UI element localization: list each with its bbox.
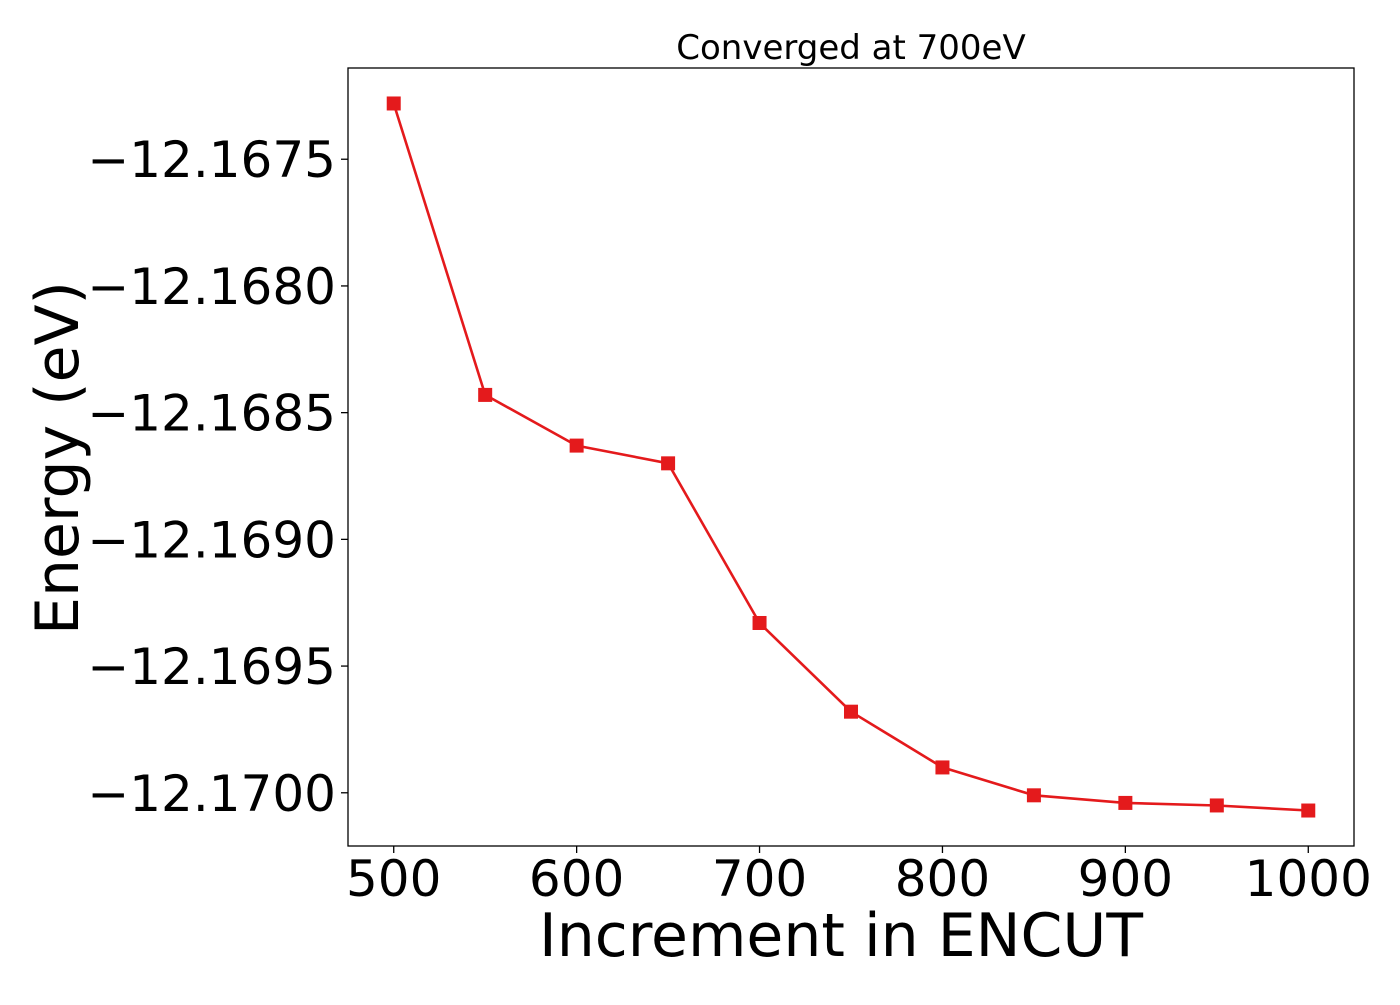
y-tick-label: −12.1690 (87, 511, 336, 569)
x-axis-ticks: 500 600 700 800 900 1000 (346, 846, 1372, 908)
data-point-marker (569, 438, 584, 453)
y-tick-label: −12.1675 (87, 131, 336, 189)
data-point-marker (478, 387, 493, 402)
data-point-marker (935, 760, 950, 775)
data-point-marker (1026, 788, 1041, 803)
data-point-marker (661, 456, 676, 471)
series-line (392, 103, 1309, 812)
y-axis-label: Energy (eV) (23, 281, 93, 635)
y-axis-ticks: −12.1675 −12.1680 −12.1685 −12.1690 −12.1695… (87, 131, 348, 823)
chart-title: Converged at 700eV (676, 28, 1025, 68)
y-tick-label: −12.1700 (87, 765, 336, 823)
y-tick-label: −12.1685 (87, 385, 336, 443)
x-tick-label: 900 (1078, 850, 1173, 908)
x-tick-label: 700 (712, 850, 807, 908)
y-tick-label: −12.1695 (87, 638, 336, 696)
data-point-marker (386, 96, 401, 111)
y-tick-label: −12.1680 (87, 258, 336, 316)
data-point-marker (1118, 795, 1133, 810)
plot-frame (347, 67, 1355, 847)
data-point-marker (844, 704, 858, 719)
x-axis-label: Increment in ENCUT (539, 901, 1143, 971)
data-point-marker (752, 615, 767, 630)
data-point-marker (1301, 803, 1316, 818)
data-point-marker (1209, 798, 1224, 813)
x-tick-label: 600 (529, 850, 624, 908)
x-tick-label: 500 (346, 850, 441, 908)
series-layer (386, 96, 1316, 818)
x-tick-label: 1000 (1245, 850, 1372, 908)
x-tick-label: 800 (895, 850, 990, 908)
